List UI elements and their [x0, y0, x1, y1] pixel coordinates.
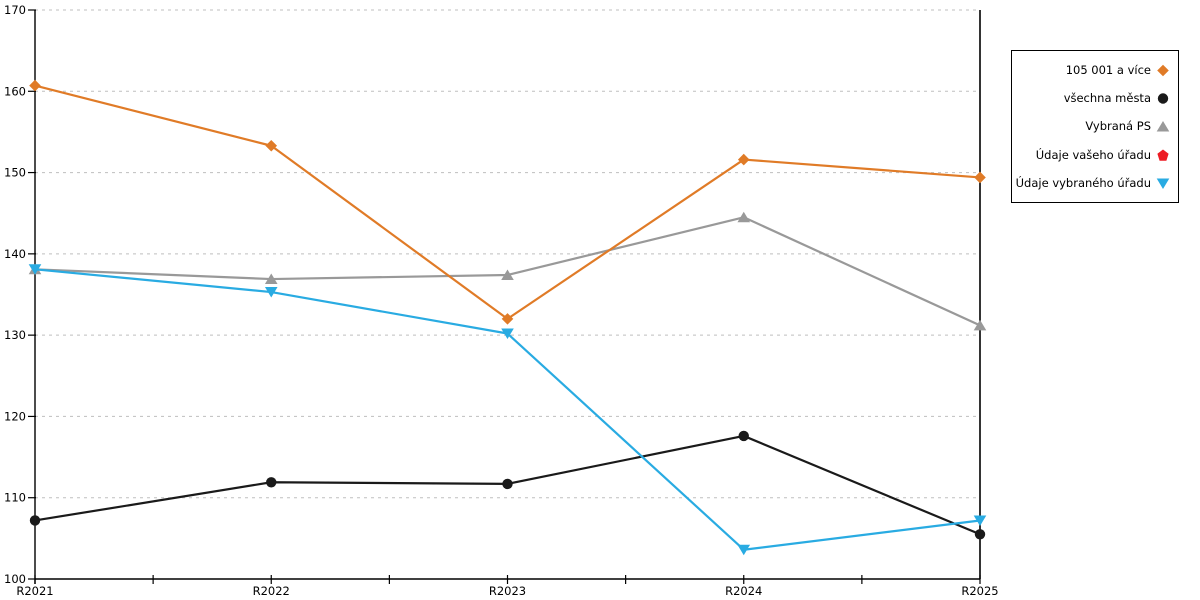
legend-label: Vybraná PS: [1085, 119, 1151, 134]
series-marker: [974, 171, 986, 184]
series-marker: [738, 430, 749, 442]
series-marker: [973, 515, 987, 526]
series-marker: [501, 328, 514, 340]
series-marker: [501, 269, 514, 280]
y-tick-label: 150: [4, 166, 26, 180]
legend-marker-shape: [1156, 178, 1170, 189]
series-marker: [264, 273, 278, 285]
x-tick-label: R2022: [253, 584, 290, 598]
y-tick-label: 130: [4, 328, 26, 342]
legend-marker-shape: [1157, 64, 1169, 77]
x-tick-label: R2023: [489, 584, 526, 598]
y-tick-label: 160: [4, 84, 26, 98]
legend-item-0: 105 001 a více: [1016, 63, 1170, 77]
series-line: [33, 268, 982, 551]
x-tick-label: R2025: [961, 584, 998, 598]
y-tick-label: 170: [4, 3, 26, 17]
series-marker: [28, 264, 42, 275]
legend-marker-shape: [1157, 93, 1169, 104]
legend-item-1: všechna města: [1016, 91, 1170, 105]
series-marker: [973, 319, 987, 331]
series-marker: [266, 477, 277, 488]
series-marker: [974, 529, 986, 540]
legend-marker-circle-icon: [1157, 93, 1169, 104]
legend-label: Údaje vybraného úřadu: [1015, 175, 1151, 190]
legend-label: 105 001 a více: [1065, 63, 1151, 78]
legend-item-2: Vybraná PS: [1016, 119, 1170, 133]
y-tick-label: 110: [4, 491, 26, 505]
legend-item-3: Údaje vašeho úřadu: [1016, 148, 1170, 162]
y-tick-label: 120: [4, 409, 26, 423]
legend-item-4: Údaje vybraného úřadu: [1016, 176, 1170, 190]
series-2: [28, 211, 987, 331]
series-marker: [737, 153, 750, 166]
legend-marker-triangle-up-icon: [1156, 121, 1170, 132]
y-tick-label: 140: [4, 247, 26, 261]
series-marker: [737, 544, 751, 556]
legend-marker-pentagon-icon: [1157, 149, 1169, 161]
legend-marker-shape: [1157, 149, 1169, 161]
x-tick-label: R2021: [16, 584, 53, 598]
series-1: [29, 430, 986, 540]
series-marker: [502, 478, 513, 490]
series-0: [29, 79, 986, 325]
x-tick-label: R2024: [725, 584, 762, 598]
legend: 105 001 a více všechna města Vybraná PS Úda…: [1011, 50, 1179, 203]
series-marker: [29, 515, 41, 526]
legend-marker-diamond-icon: [1157, 64, 1169, 77]
series-marker: [737, 211, 751, 223]
series-marker: [501, 313, 514, 325]
series-marker: [265, 139, 278, 152]
series-marker: [29, 79, 41, 92]
legend-marker-shape: [1156, 121, 1170, 132]
y-tick-label: 100: [4, 572, 26, 586]
series-4: [28, 264, 987, 556]
series-marker: [264, 287, 278, 298]
legend-label: všechna města: [1063, 91, 1151, 106]
legend-marker-triangle-down-icon: [1156, 178, 1170, 189]
legend-label: Údaje vašeho úřadu: [1035, 147, 1151, 162]
